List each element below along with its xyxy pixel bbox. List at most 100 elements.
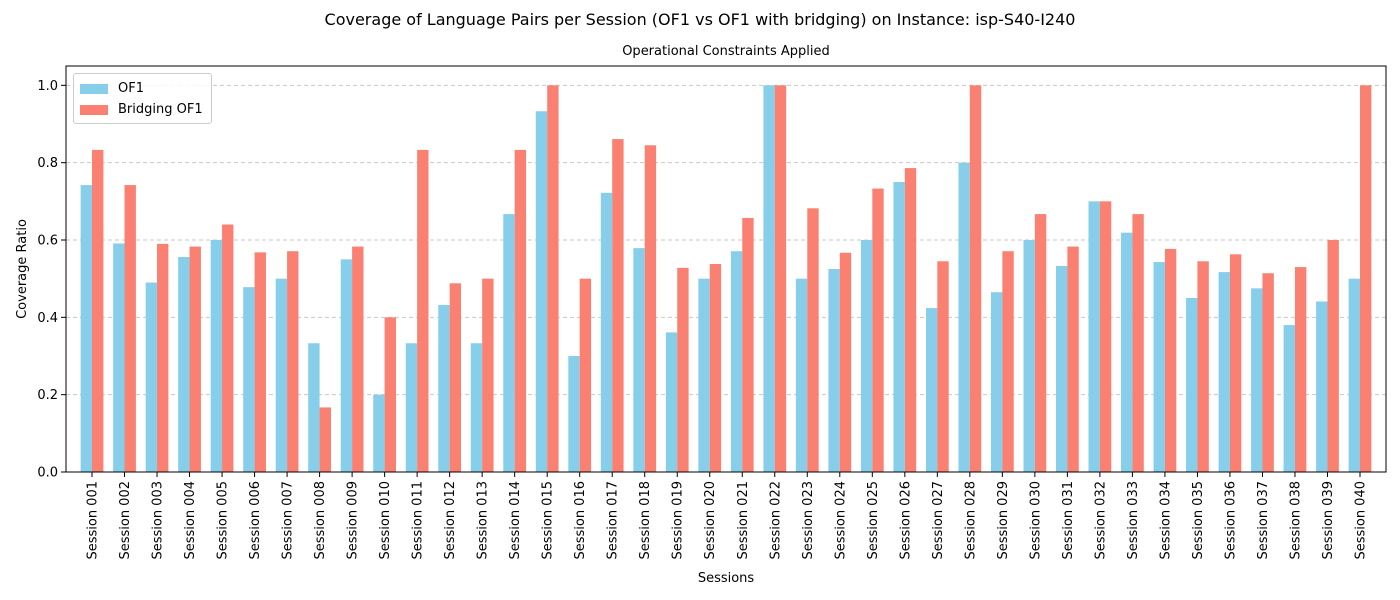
bar-of1 <box>1153 262 1165 472</box>
x-tick-label: Session 031 <box>1061 481 1076 560</box>
bar-bridging-of1 <box>937 261 949 472</box>
y-axis-label: Coverage Ratio <box>15 219 30 319</box>
chart-legend: OF1 Bridging OF1 <box>73 73 212 124</box>
y-tick-label: 0.2 <box>37 388 58 403</box>
bar-of1 <box>600 192 613 472</box>
chart-subtitle: Operational Constraints Applied <box>622 44 830 59</box>
x-tick-label: Session 002 <box>118 481 133 560</box>
bar-of1 <box>275 278 288 472</box>
bar-of1 <box>145 282 158 472</box>
bar-of1 <box>633 248 645 472</box>
bar-bridging-of1 <box>677 267 689 472</box>
bar-bridging-of1 <box>579 278 592 472</box>
bar-bridging-of1 <box>254 252 266 472</box>
bar-bridging-of1 <box>807 208 819 472</box>
bar-bridging-of1 <box>124 185 136 473</box>
x-tick-label: Session 013 <box>476 481 491 560</box>
x-tick-label: Session 032 <box>1093 481 1108 560</box>
x-tick-label: Session 026 <box>898 481 913 560</box>
plot-frame <box>65 65 1387 473</box>
bar-of1 <box>1023 240 1035 472</box>
x-tick-label: Session 022 <box>768 481 783 560</box>
bar-bridging-of1 <box>904 168 917 472</box>
x-tick-label: Session 009 <box>346 481 361 560</box>
bar-of1 <box>1251 288 1263 472</box>
bar-of1 <box>470 343 483 472</box>
bar-bridging-of1 <box>1229 254 1242 472</box>
legend-item-bridging-of1: Bridging OF1 <box>80 99 203 120</box>
bar-of1 <box>1186 298 1198 472</box>
bar-of1 <box>893 182 905 472</box>
legend-swatch-bridging-of1 <box>80 104 108 115</box>
bar-bridging-of1 <box>644 145 657 472</box>
x-tick-label: Session 038 <box>1288 481 1303 560</box>
bar-bridging-of1 <box>969 85 982 472</box>
bar-bridging-of1 <box>1132 214 1144 473</box>
bar-bridging-of1 <box>1002 251 1014 472</box>
x-tick-label: Session 027 <box>931 481 946 560</box>
bar-bridging-of1 <box>319 407 331 472</box>
bar-bridging-of1 <box>872 188 884 472</box>
bar-bridging-of1 <box>1262 273 1274 472</box>
bar-bridging-of1 <box>839 252 852 472</box>
x-tick-label: Session 021 <box>736 481 751 560</box>
bar-bridging-of1 <box>384 317 396 472</box>
bar-of1 <box>1121 232 1133 472</box>
bar-of1 <box>113 243 125 472</box>
bar-of1 <box>308 343 320 472</box>
x-tick-label: Session 006 <box>248 481 263 560</box>
bar-of1 <box>438 304 450 472</box>
bar-of1 <box>178 257 190 472</box>
y-tick-label: 1.0 <box>37 79 58 94</box>
bar-bridging-of1 <box>222 224 234 472</box>
x-tick-label: Session 011 <box>411 481 426 560</box>
bar-of1 <box>243 287 255 472</box>
x-tick-label: Session 025 <box>866 481 881 560</box>
x-tick-label: Session 040 <box>1353 481 1368 560</box>
bar-of1 <box>80 185 93 473</box>
bar-bridging-of1 <box>157 243 169 472</box>
bar-bridging-of1 <box>1164 248 1177 472</box>
x-axis-label: Sessions <box>698 571 755 586</box>
bar-of1 <box>698 278 710 472</box>
x-tick-label: Session 028 <box>963 481 978 560</box>
legend-label-of1: OF1 <box>118 81 144 96</box>
x-tick-label: Session 019 <box>671 481 686 560</box>
bar-bridging-of1 <box>287 251 299 472</box>
bar-of1 <box>1316 301 1328 472</box>
x-tick-label: Session 004 <box>183 481 198 560</box>
bar-bridging-of1 <box>774 85 787 472</box>
bar-of1 <box>568 356 580 472</box>
bar-bridging-of1 <box>189 246 201 472</box>
legend-item-of1: OF1 <box>80 78 203 99</box>
bar-of1 <box>958 162 970 472</box>
bar-of1 <box>373 394 385 472</box>
bar-bridging-of1 <box>1099 201 1112 473</box>
bar-of1 <box>1283 325 1295 472</box>
x-tick-label: Session 015 <box>541 481 556 560</box>
x-tick-label: Session 035 <box>1191 481 1206 560</box>
bar-of1 <box>925 308 938 472</box>
y-tick-label: 0.6 <box>37 234 58 249</box>
x-tick-label: Session 037 <box>1256 481 1271 560</box>
x-tick-label: Session 007 <box>281 481 296 560</box>
bar-of1 <box>1218 272 1230 472</box>
x-tick-label: Session 039 <box>1321 481 1336 560</box>
bar-of1 <box>1348 278 1360 472</box>
x-tick-label: Session 008 <box>313 481 328 560</box>
x-tick-label: Session 036 <box>1223 481 1238 560</box>
bar-of1 <box>340 259 353 472</box>
bar-bridging-of1 <box>1359 85 1372 472</box>
x-tick-label: Session 033 <box>1126 481 1141 560</box>
y-tick-label: 0.4 <box>37 311 58 326</box>
bar-of1 <box>405 343 418 472</box>
x-tick-label: Session 018 <box>638 481 653 560</box>
x-tick-label: Session 017 <box>606 481 621 560</box>
x-tick-label: Session 005 <box>216 481 231 560</box>
bar-bridging-of1 <box>417 149 429 472</box>
bar-bridging-of1 <box>514 149 527 472</box>
bar-bridging-of1 <box>1327 240 1339 472</box>
bar-bridging-of1 <box>1197 261 1209 472</box>
x-tick-label: Session 016 <box>573 481 588 560</box>
